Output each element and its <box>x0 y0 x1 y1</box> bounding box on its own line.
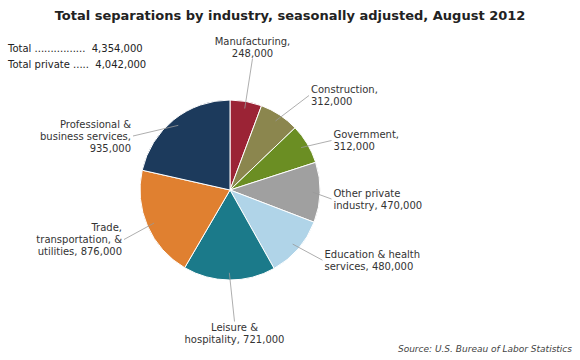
annotation: Total ................ 4,354,000 <box>7 43 143 54</box>
connector <box>124 223 154 239</box>
annotation: Source: U.S. Bureau of Labor Statistics <box>398 344 572 354</box>
slice-label: Government,312,000 <box>334 129 400 152</box>
chart-container: Total separations by industry, seasonall… <box>0 0 580 360</box>
slice-label: Construction,312,000 <box>311 84 378 107</box>
connector <box>301 141 331 148</box>
connector <box>133 125 178 136</box>
title: Total separations by industry, seasonall… <box>55 8 526 23</box>
labels: Manufacturing,248,000 Construction,312,00… <box>36 36 422 345</box>
connector <box>229 273 234 322</box>
chart: Total separations by industry, seasonall… <box>0 0 580 360</box>
connectors <box>124 59 332 322</box>
slice-label: Leisure &hospitality, 721,000 <box>185 322 285 345</box>
slice-label: Education & healthservices, 480,000 <box>325 249 421 272</box>
connector <box>293 244 323 260</box>
slice <box>142 100 230 190</box>
connector <box>245 59 253 109</box>
connector <box>276 96 309 121</box>
slice-label: Professional &business services,935,000 <box>40 119 131 154</box>
slice-label: Trade,transportation, &utilities, 876,00… <box>36 222 122 257</box>
slices <box>140 100 320 280</box>
slice-label: Other privateindustry, 470,000 <box>334 188 423 211</box>
connector <box>313 192 332 199</box>
annotation: Total private ..... 4,042,000 <box>7 59 146 70</box>
slice-label: Manufacturing,248,000 <box>215 36 291 59</box>
